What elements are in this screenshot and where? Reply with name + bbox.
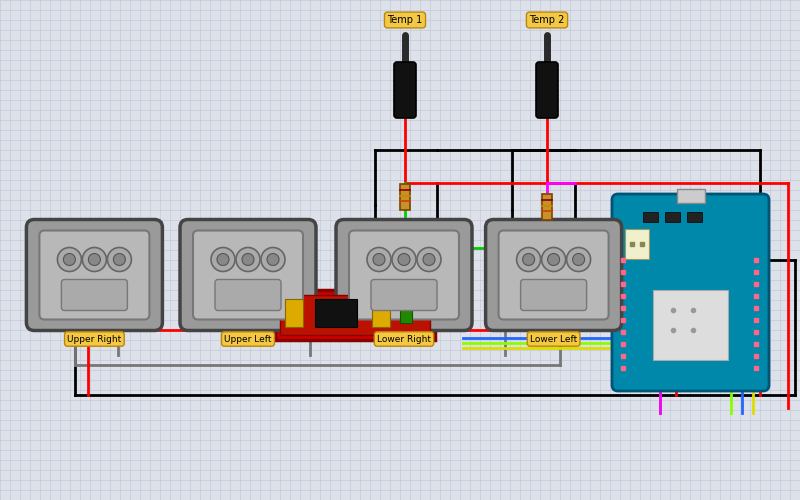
- Bar: [315, 299, 357, 327]
- Circle shape: [573, 254, 585, 266]
- Circle shape: [522, 254, 534, 266]
- FancyBboxPatch shape: [62, 280, 127, 310]
- Bar: [643, 212, 658, 222]
- Circle shape: [242, 254, 254, 266]
- Text: Temp 1: Temp 1: [387, 15, 422, 25]
- Text: Lower Left: Lower Left: [530, 334, 578, 344]
- Circle shape: [82, 248, 106, 272]
- Circle shape: [211, 248, 235, 272]
- Circle shape: [114, 254, 126, 266]
- FancyBboxPatch shape: [371, 280, 437, 310]
- Circle shape: [367, 248, 391, 272]
- FancyBboxPatch shape: [394, 62, 416, 118]
- Circle shape: [217, 254, 229, 266]
- Bar: [665, 212, 680, 222]
- Circle shape: [423, 254, 435, 266]
- Circle shape: [63, 254, 75, 266]
- Bar: [687, 212, 702, 222]
- Text: Lower Right: Lower Right: [377, 334, 431, 344]
- FancyBboxPatch shape: [542, 194, 552, 220]
- Text: Temp 2: Temp 2: [530, 15, 565, 25]
- Bar: [372, 299, 390, 327]
- FancyBboxPatch shape: [26, 220, 162, 330]
- Circle shape: [107, 248, 131, 272]
- FancyBboxPatch shape: [536, 62, 558, 118]
- Circle shape: [392, 248, 416, 272]
- Circle shape: [417, 248, 441, 272]
- Bar: [400, 303, 412, 323]
- FancyBboxPatch shape: [400, 184, 410, 210]
- Circle shape: [267, 254, 279, 266]
- Circle shape: [398, 254, 410, 266]
- Circle shape: [517, 248, 541, 272]
- Circle shape: [88, 254, 101, 266]
- Circle shape: [58, 248, 82, 272]
- FancyBboxPatch shape: [521, 280, 586, 310]
- Circle shape: [542, 248, 566, 272]
- FancyBboxPatch shape: [39, 230, 150, 320]
- Circle shape: [566, 248, 590, 272]
- FancyBboxPatch shape: [215, 280, 281, 310]
- Circle shape: [236, 248, 260, 272]
- Text: Upper Left: Upper Left: [224, 334, 272, 344]
- FancyBboxPatch shape: [336, 220, 472, 330]
- Bar: [280, 295, 430, 335]
- Circle shape: [547, 254, 559, 266]
- Text: Upper Right: Upper Right: [67, 334, 122, 344]
- Bar: [285, 299, 303, 327]
- Bar: [653, 290, 728, 360]
- FancyBboxPatch shape: [180, 220, 316, 330]
- FancyBboxPatch shape: [349, 230, 459, 320]
- FancyBboxPatch shape: [677, 189, 705, 203]
- FancyBboxPatch shape: [486, 220, 622, 330]
- FancyBboxPatch shape: [193, 230, 303, 320]
- Circle shape: [373, 254, 385, 266]
- FancyBboxPatch shape: [625, 229, 649, 259]
- Circle shape: [261, 248, 285, 272]
- FancyBboxPatch shape: [612, 194, 769, 391]
- FancyBboxPatch shape: [275, 290, 435, 340]
- FancyBboxPatch shape: [498, 230, 609, 320]
